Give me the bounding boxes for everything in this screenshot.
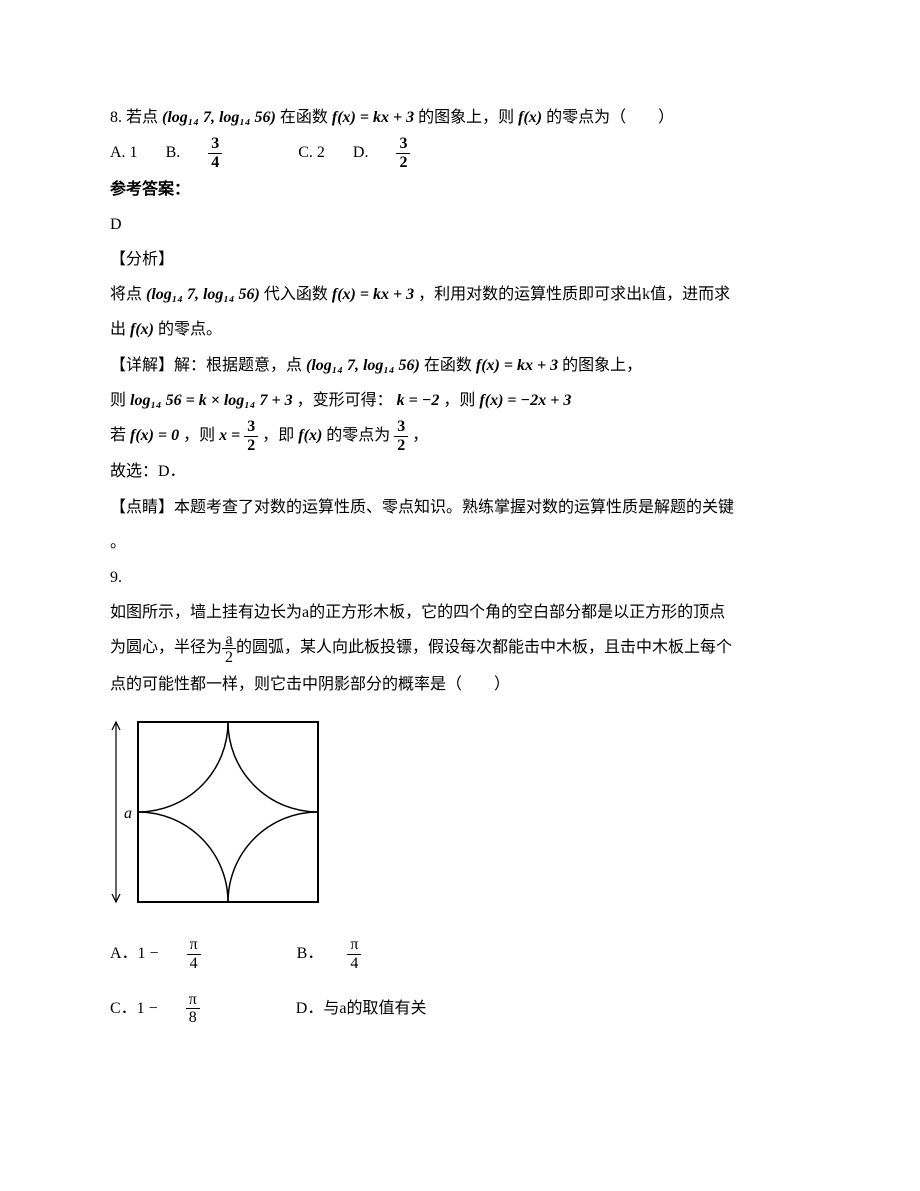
q9-number: 9. (110, 560, 810, 595)
detail-line1: 【详解】解：根据题意，点 (log₁₄ 7, log₁₄ 56) 在函数 f(x… (110, 348, 810, 383)
d1: 在函数 (424, 357, 472, 374)
d-fx: f(x) = kx + 3 (476, 357, 558, 374)
q8-optB: B. 34 (166, 144, 275, 161)
q9-optB-frac: π4 (347, 936, 385, 972)
dim-label: a (124, 805, 132, 822)
q8-fx: f(x) = kx + 3 (332, 109, 414, 126)
q8-prompt: 8. 若点 (log₁₄ 7, log₁₄ 56) 在函数 f(x) = kx … (110, 100, 810, 135)
detail-line3: 若 f(x) = 0 ，则 x = 32 ，即 f(x) 的零点为 32 ， (110, 418, 810, 454)
q8-answer: D (110, 207, 810, 242)
tip-line1: 【点睛】本题考查了对数的运算性质、零点知识。熟练掌握对数的运算性质是解题的关键 (110, 490, 810, 525)
q9-diagram: a (110, 720, 810, 918)
q8-t3: 的零点为（ ） (546, 109, 674, 126)
a-fx: f(x) = kx + 3 (332, 286, 414, 303)
answer-heading: 参考答案： (110, 172, 810, 207)
q9-t2a: 为圆心，半径为 (110, 639, 222, 656)
q8-t2: 的图象上，则 (418, 109, 514, 126)
detail-conclude: 故选：D． (110, 454, 810, 489)
q8-optA: A. 1 (110, 144, 138, 161)
q9-optA-frac: π4 (187, 936, 225, 972)
d8: ，即 (262, 427, 294, 444)
q9-options-row2: C．1 − π8 D．与a的取值有关 (110, 991, 810, 1027)
a5: 的零点。 (158, 321, 222, 338)
analysis-line2: 出 f(x) 的零点。 (110, 312, 810, 347)
q8-optB-frac: 34 (208, 135, 246, 171)
d2: 的图象上， (562, 357, 642, 374)
detail-line2: 则 log₁₄ 56 = k × log₁₄ 7 + 3 ，变形可得： k = … (110, 383, 810, 418)
q8-optD: D. 32 (353, 144, 459, 161)
q9-optC: C．1 − π8 (110, 1000, 252, 1017)
a-fx2: f(x) (130, 321, 154, 338)
analysis-line1: 将点 (log₁₄ 7, log₁₄ 56) 代入函数 f(x) = kx + … (110, 277, 810, 312)
d-eq1: log₁₄ 56 = k × log₁₄ 7 + 3 (130, 392, 293, 409)
a1: 将点 (110, 286, 142, 303)
d-fx3: f(x) (298, 427, 322, 444)
q9-optC-frac: π8 (186, 991, 224, 1027)
d-eq2: k = −2 (397, 392, 440, 409)
q8-optD-frac: 32 (396, 135, 434, 171)
tip-line2: 。 (110, 525, 810, 560)
q8-number: 8. 若点 (110, 109, 158, 126)
d4: ，变形可得： (297, 392, 393, 409)
q8-t1: 在函数 (280, 109, 328, 126)
d-zero-frac: 32 (394, 418, 408, 454)
dartboard-svg: a (110, 720, 320, 905)
q9-t1: 如图所示，墙上挂有边长为a的正方形木板，它的四个角的空白部分都是以正方形的顶点 (110, 595, 810, 630)
a4: 出 (110, 321, 126, 338)
square-border (138, 722, 318, 902)
q9-optC-pre: C．1 − (110, 1000, 162, 1017)
d-eq4: f(x) = 0 (130, 427, 179, 444)
d5: ，则 (443, 392, 475, 409)
d3: 则 (110, 392, 126, 409)
q8-optD-pre: D. (353, 144, 373, 161)
analysis-label: 【分析】 (110, 242, 810, 277)
q8-fx2: f(x) (518, 109, 542, 126)
q9-radius-frac: a2 (222, 631, 236, 667)
q9-t3: 点的可能性都一样，则它击中阴影部分的概率是（ ） (110, 667, 810, 702)
square-group (138, 722, 318, 902)
q8-optB-pre: B. (166, 144, 185, 161)
q9-optA-pre: A．1 − (110, 945, 163, 962)
a2: 代入函数 (264, 286, 328, 303)
d-x-frac: 32 (244, 418, 258, 454)
q9-options-row1: A．1 − π4 B．π4 (110, 936, 810, 972)
q9-t2: 为圆心，半径为a2的圆弧，某人向此板投镖，假设每次都能击中木板，且击中木板上每个 (110, 630, 810, 666)
d9: 的零点为 (326, 427, 390, 444)
q9-optA: A．1 − π4 (110, 945, 253, 962)
d10: ， (412, 427, 428, 444)
q9-optB-pre: B． (297, 945, 324, 962)
d-point: (log₁₄ 7, log₁₄ 56) (306, 357, 420, 374)
q8-options: A. 1 B. 34 C. 2 D. 32 (110, 135, 810, 171)
q9-optD: D．与a的取值有关 (296, 1000, 427, 1017)
q8-point: (log₁₄ 7, log₁₄ 56) (162, 109, 276, 126)
detail-label: 【详解】解：根据题意，点 (110, 357, 302, 374)
a-point: (log₁₄ 7, log₁₄ 56) (146, 286, 260, 303)
d6: 若 (110, 427, 126, 444)
q8-optC: C. 2 (298, 144, 325, 161)
a3: ，利用对数的运算性质即可求出k值，进而求 (418, 286, 730, 303)
d-xeq: x = (219, 427, 244, 444)
q9-optB: B．π4 (297, 945, 410, 962)
q9-t2b: 的圆弧，某人向此板投镖，假设每次都能击中木板，且击中木板上每个 (236, 639, 732, 656)
d-eq3: f(x) = −2x + 3 (479, 392, 571, 409)
d7: ，则 (183, 427, 215, 444)
